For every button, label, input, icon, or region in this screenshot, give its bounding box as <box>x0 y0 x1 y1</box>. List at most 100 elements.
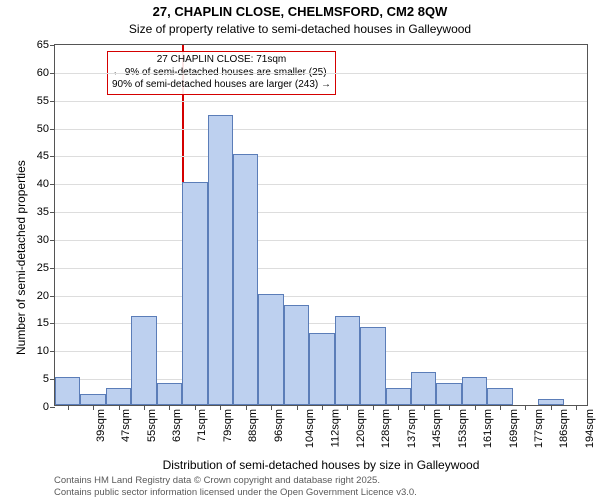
y-tick-label: 15 <box>37 317 49 329</box>
x-tick-label: 104sqm <box>304 409 316 448</box>
y-tick-label: 45 <box>37 150 49 162</box>
histogram-bar <box>309 333 334 405</box>
y-tick-mark <box>50 156 55 157</box>
x-tick-label: 88sqm <box>247 409 259 442</box>
x-tick-mark <box>246 405 247 410</box>
footer-attribution: Contains HM Land Registry data © Crown c… <box>54 475 417 498</box>
y-tick-label: 40 <box>37 178 49 190</box>
y-tick-mark <box>50 212 55 213</box>
x-tick-mark <box>144 405 145 410</box>
x-tick-label: 153sqm <box>457 409 469 448</box>
histogram-bar <box>258 294 283 405</box>
y-tick-mark <box>50 240 55 241</box>
y-tick-mark <box>50 101 55 102</box>
x-tick-label: 186sqm <box>559 409 571 448</box>
y-tick-label: 5 <box>43 373 49 385</box>
footer-line-1: Contains HM Land Registry data © Crown c… <box>54 475 417 486</box>
histogram-bar <box>55 377 80 405</box>
y-tick-mark <box>50 129 55 130</box>
x-tick-mark <box>93 405 94 410</box>
histogram-bar <box>487 388 512 405</box>
histogram-bar <box>80 394 105 405</box>
y-tick-label: 55 <box>37 95 49 107</box>
histogram-bar <box>436 383 461 405</box>
x-tick-label: 96sqm <box>273 409 285 442</box>
x-tick-mark <box>347 405 348 410</box>
x-tick-mark <box>322 405 323 410</box>
gridline <box>55 129 587 130</box>
x-tick-label: 137sqm <box>406 409 418 448</box>
x-tick-mark <box>297 405 298 410</box>
gridline <box>55 156 587 157</box>
x-tick-mark <box>424 405 425 410</box>
gridline <box>55 240 587 241</box>
x-tick-label: 71sqm <box>196 409 208 442</box>
x-tick-label: 194sqm <box>584 409 596 448</box>
histogram-bar <box>106 388 131 405</box>
gridline <box>55 268 587 269</box>
x-tick-label: 47sqm <box>120 409 132 442</box>
gridline <box>55 184 587 185</box>
x-tick-label: 161sqm <box>482 409 494 448</box>
histogram-bar <box>157 383 182 405</box>
x-tick-mark <box>271 405 272 410</box>
x-tick-label: 55sqm <box>146 409 158 442</box>
x-tick-mark <box>475 405 476 410</box>
y-tick-label: 0 <box>43 401 49 413</box>
y-tick-label: 25 <box>37 262 49 274</box>
x-tick-label: 39sqm <box>95 409 107 442</box>
x-tick-mark <box>525 405 526 410</box>
histogram-bar <box>284 305 309 405</box>
annotation-larger: 90% of semi-detached houses are larger (… <box>112 79 331 92</box>
gridline <box>55 73 587 74</box>
x-tick-mark <box>68 405 69 410</box>
histogram-bar <box>386 388 411 405</box>
histogram-bar <box>131 316 156 405</box>
x-tick-mark <box>576 405 577 410</box>
histogram-bar <box>411 372 436 405</box>
histogram-bar <box>208 115 233 405</box>
gridline <box>55 296 587 297</box>
chart-title: 27, CHAPLIN CLOSE, CHELMSFORD, CM2 8QW <box>0 4 600 19</box>
y-tick-mark <box>50 296 55 297</box>
y-tick-label: 60 <box>37 67 49 79</box>
annotation-title: 27 CHAPLIN CLOSE: 71sqm <box>112 54 331 67</box>
y-tick-label: 65 <box>37 39 49 51</box>
chart-subtitle: Size of property relative to semi-detach… <box>0 22 600 36</box>
y-tick-mark <box>50 268 55 269</box>
gridline <box>55 212 587 213</box>
plot-area: 27 CHAPLIN CLOSE: 71sqm ← 9% of semi-det… <box>54 44 588 406</box>
x-tick-label: 120sqm <box>355 409 367 448</box>
histogram-bar <box>335 316 360 405</box>
histogram-bar <box>462 377 487 405</box>
y-tick-label: 30 <box>37 234 49 246</box>
x-tick-label: 177sqm <box>533 409 545 448</box>
y-tick-mark <box>50 351 55 352</box>
y-axis-label: Number of semi-detached properties <box>14 160 28 355</box>
x-tick-mark <box>398 405 399 410</box>
y-tick-mark <box>50 184 55 185</box>
chart-container: 27, CHAPLIN CLOSE, CHELMSFORD, CM2 8QW S… <box>0 0 600 500</box>
x-tick-label: 112sqm <box>329 409 341 447</box>
x-tick-label: 79sqm <box>222 409 234 442</box>
x-tick-mark <box>220 405 221 410</box>
y-tick-label: 35 <box>37 206 49 218</box>
x-tick-mark <box>449 405 450 410</box>
x-tick-mark <box>373 405 374 410</box>
x-tick-mark <box>551 405 552 410</box>
x-tick-mark <box>500 405 501 410</box>
y-tick-label: 10 <box>37 345 49 357</box>
histogram-bar <box>233 154 258 405</box>
x-tick-mark <box>119 405 120 410</box>
x-tick-label: 145sqm <box>431 409 443 448</box>
x-axis-label: Distribution of semi-detached houses by … <box>54 458 588 472</box>
histogram-bar <box>182 182 207 405</box>
x-tick-mark <box>169 405 170 410</box>
histogram-bar <box>360 327 385 405</box>
y-tick-mark <box>50 323 55 324</box>
y-tick-mark <box>50 45 55 46</box>
x-tick-mark <box>195 405 196 410</box>
x-tick-label: 169sqm <box>508 409 520 448</box>
y-tick-label: 20 <box>37 290 49 302</box>
footer-line-2: Contains public sector information licen… <box>54 487 417 498</box>
